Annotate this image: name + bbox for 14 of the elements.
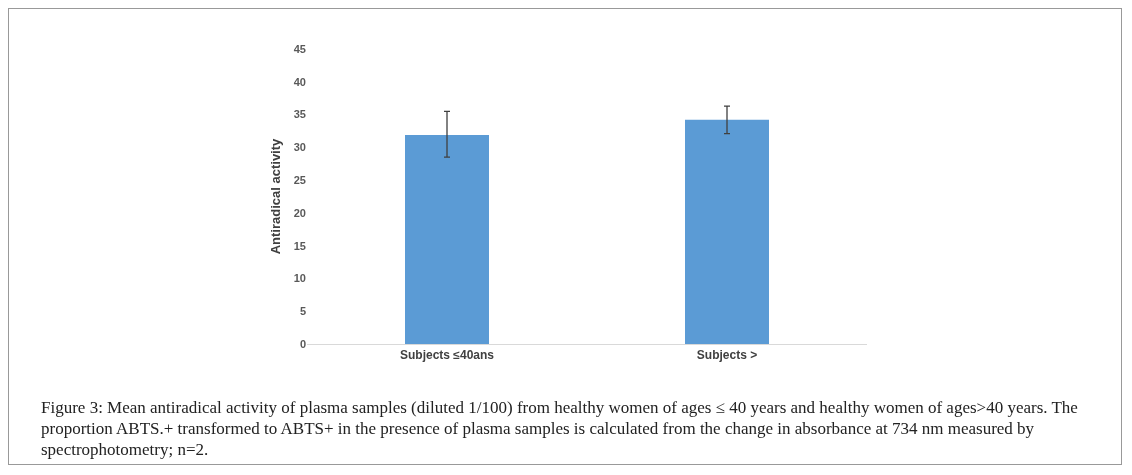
y-tick-label: 35	[293, 108, 306, 121]
y-tick-label: 30	[293, 141, 306, 154]
y-tick-label: 45	[293, 42, 306, 55]
y-axis-title: Antiradical activity	[267, 137, 283, 255]
y-tick-label: 20	[293, 206, 306, 219]
y-tick-label: 10	[293, 272, 306, 285]
x-tick-label: Subjects ≤40ans	[400, 348, 495, 363]
x-tick-label: Subjects >	[696, 348, 758, 363]
y-tick-label: 40	[293, 75, 306, 88]
y-tick-label: 25	[293, 173, 306, 186]
y-tick-label: 5	[299, 305, 306, 318]
y-tick-label: 0	[299, 337, 306, 350]
caption: Figure 3: Mean antiradical activity of plasma samples (diluted 1/100) from healthy women of ages ≤ 40 years and healthy women of ages>40 years. The proportion ABTS.+ transformed to ABTS+ in the presence of plasma samples is calculated from the change in absorbance at 734 nm measured by spectrophotometry; n=2.	[41, 397, 1079, 460]
y-tick-label: 15	[293, 239, 306, 252]
